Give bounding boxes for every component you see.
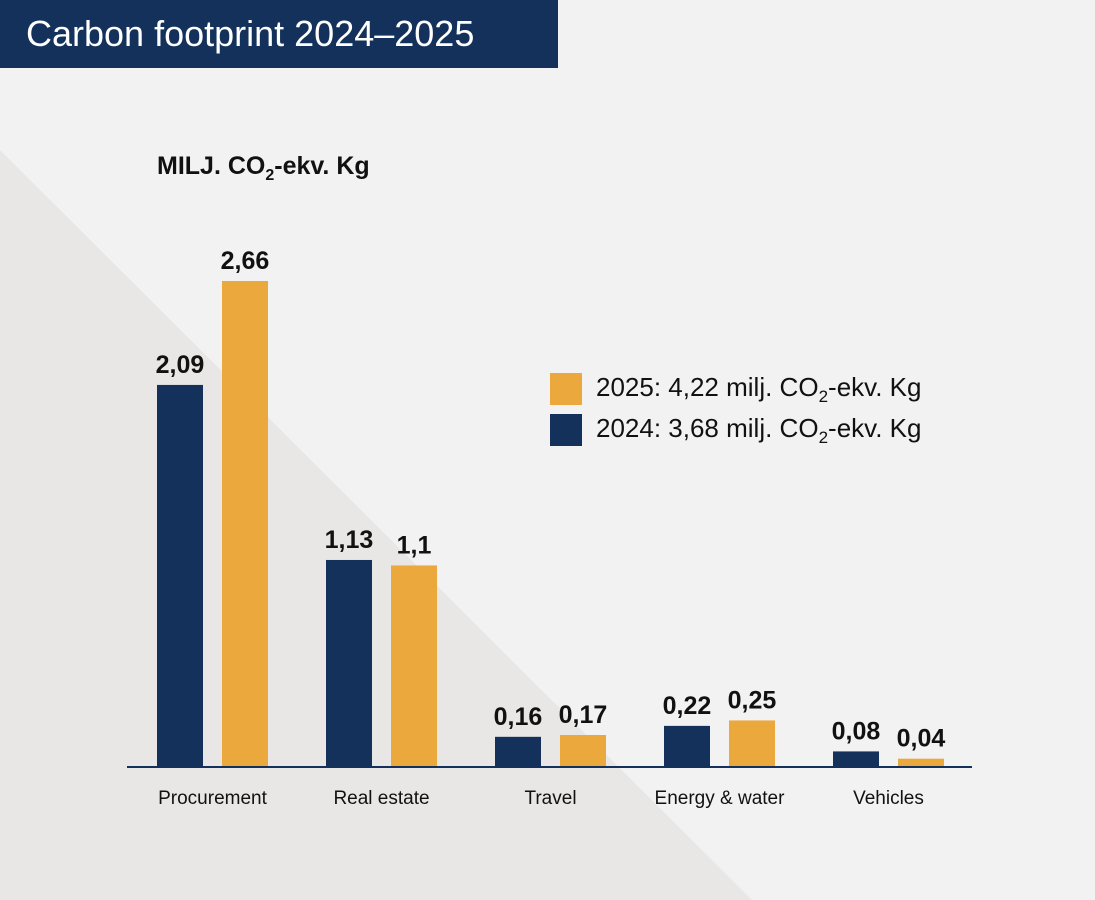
bar-real-estate-2025 (391, 565, 437, 766)
legend-subscript-2025: 2 (818, 386, 829, 406)
data-label-procurement-2024: 2,09 (156, 351, 205, 379)
category-label-energy-water: Energy & water (655, 788, 786, 809)
legend-prefix-2024: 2024: 3,68 milj. CO (596, 412, 819, 443)
legend-item-2024: 2024: 3,68 milj. CO2-ekv. Kg (550, 413, 921, 447)
legend-subscript-2024: 2 (818, 427, 829, 447)
bar-procurement-2025 (222, 281, 268, 766)
bar-energy-water-2025 (729, 720, 775, 766)
legend-text-2025: 2025: 4,22 milj. CO2-ekv. Kg (596, 372, 921, 407)
legend-suffix-2025: -ekv. Kg (828, 371, 922, 402)
legend-swatch-2025 (550, 373, 582, 405)
category-label-travel: Travel (524, 788, 576, 809)
unit-label-suffix: -ekv. Kg (274, 152, 370, 180)
data-label-procurement-2025: 2,66 (221, 247, 270, 275)
data-label-energy-water-2025: 0,25 (728, 686, 777, 714)
unit-label-prefix: MILJ. CO (157, 152, 266, 180)
bar-vehicles-2025 (898, 758, 944, 766)
bar-energy-water-2024 (664, 725, 710, 766)
data-label-vehicles-2025: 0,04 (897, 725, 946, 753)
legend-item-2025: 2025: 4,22 milj. CO2-ekv. Kg (550, 372, 921, 406)
bar-real-estate-2024 (326, 559, 372, 766)
bar-procurement-2024 (157, 384, 203, 766)
legend-text-2024: 2024: 3,68 milj. CO2-ekv. Kg (596, 413, 921, 448)
category-label-vehicles: Vehicles (853, 788, 924, 809)
unit-label: MILJ. CO2-ekv. Kg (157, 152, 370, 185)
data-label-travel-2025: 0,17 (559, 701, 608, 729)
bar-travel-2024 (495, 736, 541, 766)
title-bar: Carbon footprint 2024–2025 (0, 0, 558, 68)
category-label-procurement: Procurement (158, 788, 267, 809)
data-label-real-estate-2025: 1,1 (397, 531, 432, 559)
chart-title: Carbon footprint 2024–2025 (26, 13, 475, 54)
unit-label-subscript: 2 (265, 167, 275, 184)
data-label-vehicles-2024: 0,08 (832, 717, 881, 745)
bar-vehicles-2024 (833, 751, 879, 766)
data-label-real-estate-2024: 1,13 (325, 526, 374, 554)
bar-travel-2025 (560, 735, 606, 766)
category-label-real-estate: Real estate (333, 788, 429, 809)
legend-swatch-2024 (550, 414, 582, 446)
legend-suffix-2024: -ekv. Kg (828, 412, 922, 443)
legend-prefix-2025: 2025: 4,22 milj. CO (596, 371, 819, 402)
data-label-energy-water-2024: 0,22 (663, 692, 712, 720)
data-label-travel-2024: 0,16 (494, 703, 543, 731)
